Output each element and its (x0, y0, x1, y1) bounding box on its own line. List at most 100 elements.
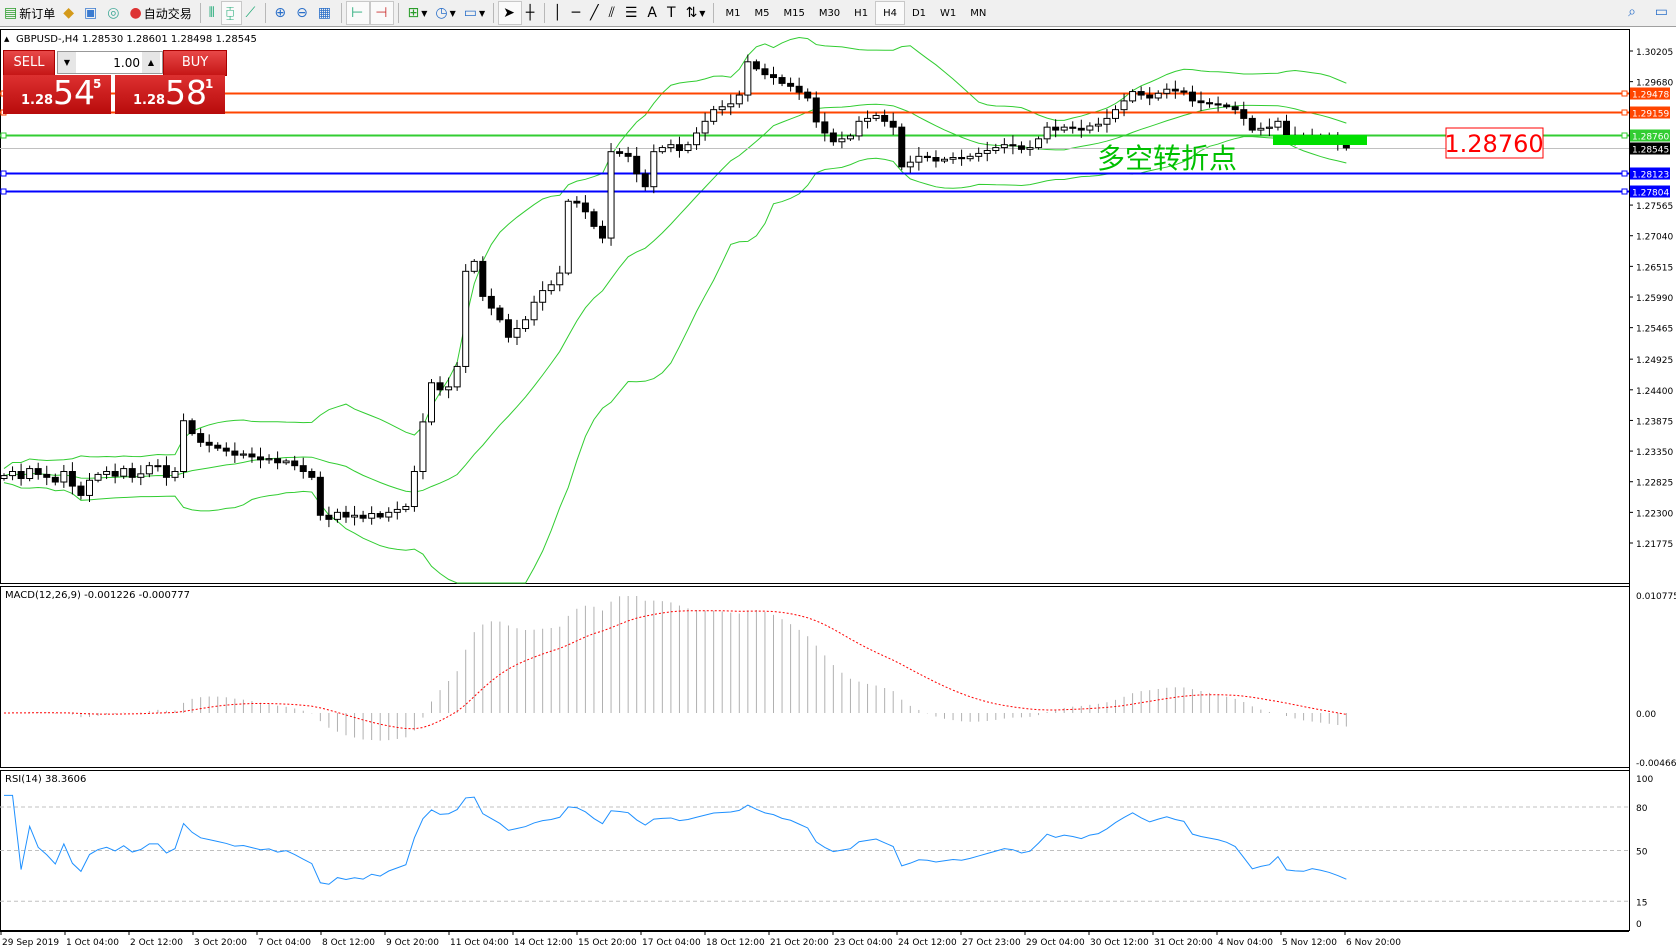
time-tick-label: 3 Oct 20:00 (194, 938, 247, 948)
clock-icon: ◷ (435, 5, 448, 21)
text-tool[interactable]: A (643, 2, 663, 24)
candle-bullish (282, 460, 290, 464)
rsi-tick-label: 15 (1636, 898, 1647, 908)
auto-trading-button[interactable]: ● 自动交易 (125, 2, 195, 24)
candle-bullish (1257, 127, 1265, 131)
tile-windows-button[interactable]: ▦ (314, 2, 337, 24)
templates-button[interactable]: ▭ ▼ (460, 2, 489, 24)
candle-bearish (1077, 127, 1085, 131)
periods-button[interactable]: ◷ ▼ (431, 2, 459, 24)
text-label-tool[interactable]: T (663, 2, 682, 24)
crosshair-tool[interactable]: ┼ (522, 2, 540, 24)
pivot-price-box (1445, 127, 1544, 159)
chat-icon[interactable]: ▭ (1654, 4, 1668, 20)
timeframe-h4[interactable]: H4 (875, 1, 905, 25)
candle-bearish (932, 157, 940, 162)
pivot-annotation: 多空转折点 (1097, 142, 1237, 175)
candle-bullish (735, 94, 743, 105)
candle-bullish (402, 506, 410, 510)
price-tag-support: 1.28123 (1632, 171, 1669, 181)
candle-bearish (205, 441, 213, 446)
candle-bullish (393, 508, 401, 513)
candle-bearish (770, 74, 777, 79)
buy-button[interactable]: BUY (163, 50, 227, 76)
horizontal-line-tool[interactable]: ─ (568, 2, 586, 24)
price-tag-bg (1630, 142, 1670, 155)
candle-bullish (864, 117, 872, 122)
candle-bullish (744, 61, 752, 96)
chart-shift-button[interactable]: ⊣ (370, 1, 395, 25)
lot-decrease-button[interactable]: ▼ (58, 52, 76, 73)
timeframe-w1[interactable]: W1 (940, 7, 957, 19)
candle-bullish (1154, 92, 1162, 99)
candle-bullish (1026, 147, 1034, 150)
new-order-button[interactable]: ▤ 新订单 (0, 2, 59, 24)
vertical-line-tool[interactable]: │ (549, 2, 567, 24)
timeframe-mn[interactable]: MN (970, 7, 987, 19)
candle-bullish (462, 270, 470, 367)
timeframe-h1[interactable]: H1 (854, 7, 869, 19)
candle-bullish (658, 147, 666, 153)
auto-scroll-button[interactable]: ⊢ (346, 1, 371, 25)
bar-chart-icon: ⫴ (208, 5, 215, 21)
price-tick-label: 1.29680 (1636, 79, 1673, 89)
line-chart-button[interactable]: ⟋ (242, 2, 262, 24)
time-tick-label: 9 Oct 20:00 (386, 938, 439, 948)
candle-bullish (1035, 138, 1043, 149)
bar-chart-button[interactable]: ⫴ (205, 2, 221, 24)
candle-bullish (470, 260, 478, 272)
price-tick-label: 1.24925 (1636, 356, 1673, 366)
candle-bearish (504, 319, 512, 338)
candle-bullish (530, 301, 538, 321)
candlestick-button[interactable]: ⧮ (220, 1, 242, 25)
candle-bearish (898, 126, 906, 168)
search-icon[interactable]: ⌕ (1628, 4, 1636, 20)
lot-size-stepper[interactable]: ▼ ▲ (57, 51, 163, 74)
candle-bearish (633, 155, 641, 175)
zoom-out-button[interactable]: ⊖ (292, 2, 314, 24)
candle-bearish (316, 476, 324, 516)
timeframe-m15[interactable]: M15 (783, 7, 805, 19)
timeframe-m30[interactable]: M30 (818, 7, 841, 19)
candle-bearish (641, 173, 649, 188)
cursor-tool[interactable]: ➤ (498, 1, 522, 25)
buy-quote[interactable]: 1.28 58 1 (115, 73, 225, 114)
candle-bullish (180, 420, 188, 473)
candle-bearish (1069, 126, 1077, 129)
sell-quote[interactable]: 1.28 54 5 (3, 73, 111, 114)
timeframe-m5[interactable]: M5 (754, 7, 770, 19)
price-tag-bg (1630, 129, 1670, 142)
timeframe-m1[interactable]: M1 (725, 7, 741, 19)
zoom-in-button[interactable]: ⊕ (270, 2, 292, 24)
candle-bullish (265, 458, 273, 461)
candle-bullish (154, 465, 162, 468)
signals-button[interactable]: ◎ (103, 2, 125, 24)
candle-bearish (111, 471, 119, 477)
trendline-tool[interactable]: ╱ (586, 2, 604, 24)
navigator-icon: ▣ (84, 5, 98, 21)
candle-bullish (239, 453, 247, 456)
navigator-button[interactable]: ▣ (80, 2, 103, 24)
market-watch-button[interactable]: ◆ (59, 2, 80, 24)
candle-bearish (829, 132, 837, 143)
arrows-icon: ⇅ (685, 5, 698, 21)
candle-bearish (889, 120, 897, 128)
timeframe-d1[interactable]: D1 (911, 7, 927, 19)
lot-increase-button[interactable]: ▲ (142, 52, 160, 73)
candle-bearish (821, 121, 829, 134)
collapse-arrow-icon[interactable]: ▲ (4, 35, 10, 43)
arrows-tool[interactable]: ⇅ ▼ (682, 2, 710, 24)
fibonacci-tool[interactable]: ☰ (621, 2, 644, 24)
sell-button[interactable]: SELL (3, 50, 55, 76)
line-chart-icon: ⟋ (245, 5, 256, 21)
candle-bullish (1129, 91, 1137, 102)
bollinger-upper (3, 36, 1347, 469)
indicators-button[interactable]: ⊞ ▼ (403, 2, 431, 24)
candle-bullish (9, 471, 17, 477)
candle-bearish (778, 77, 786, 84)
lot-size-input[interactable] (76, 55, 142, 70)
equidistant-channel-tool[interactable]: ⫽ (605, 2, 621, 24)
candle-bearish (359, 514, 367, 519)
toolbar: ▤ 新订单 ◆ ▣ ◎ ● 自动交易 ⫴ ⧮ ⟋ ⊕ ⊖ ▦ ⊢ ⊣ ⊞ ▼ ◷ ▼ ▭… (0, 0, 1676, 27)
